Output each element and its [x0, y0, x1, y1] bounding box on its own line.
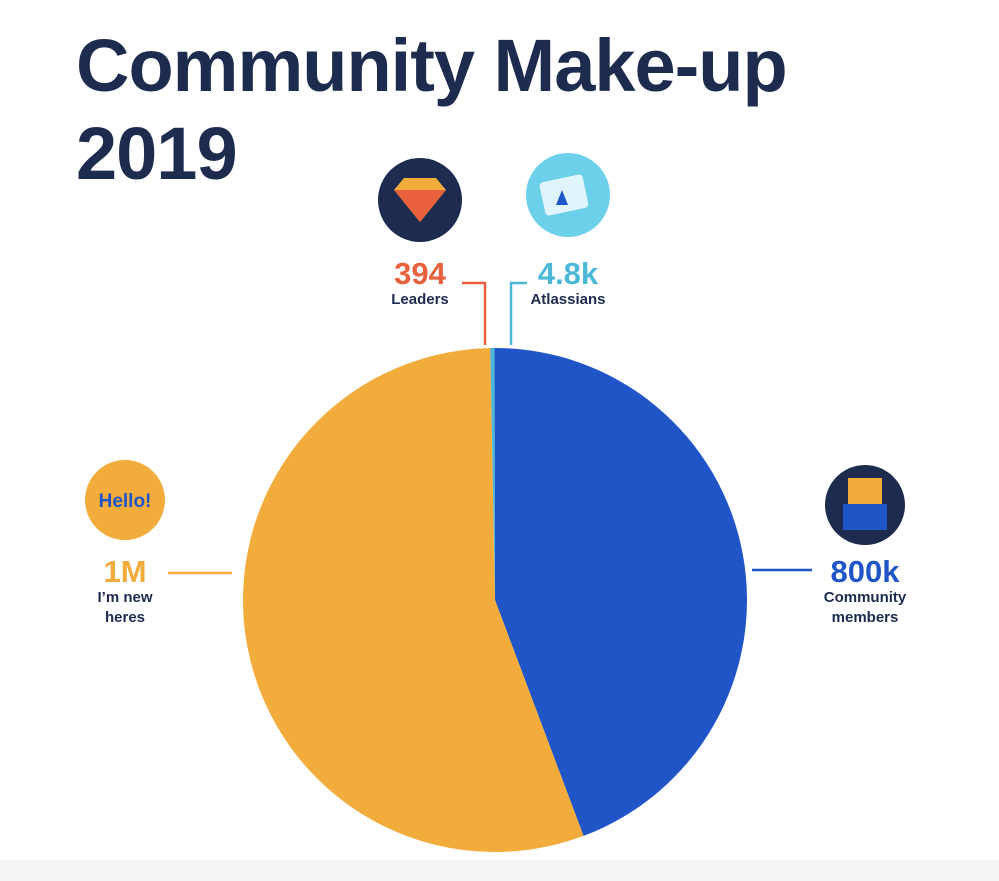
- value-label: 1M: [103, 554, 147, 589]
- footer: [0, 860, 999, 881]
- slice-label: 394 Leaders: [360, 258, 480, 310]
- value-label: 4.8k: [537, 256, 599, 291]
- value-label: 800k: [830, 554, 900, 589]
- leader-lines: [168, 281, 812, 575]
- chart-title: Community Make-up 2019: [76, 24, 788, 195]
- slice-label: 4.8k Atlassians: [508, 258, 628, 310]
- badge-logo: [556, 190, 568, 205]
- leader-line: [509, 281, 527, 345]
- pie-slice: [489, 348, 495, 600]
- value-label: 394: [394, 256, 446, 291]
- confetti-box: [848, 478, 882, 504]
- pie-slice: [490, 348, 495, 600]
- pie-slice: [494, 347, 748, 836]
- box: [843, 504, 887, 530]
- diamond-lower: [394, 190, 446, 222]
- leader-line: [462, 281, 487, 345]
- pie: [243, 347, 748, 852]
- pie-slice: [243, 348, 584, 852]
- category-label: I’m new heres: [97, 589, 153, 626]
- category-label: Atlassians: [530, 291, 606, 308]
- category-label: Community members: [823, 589, 907, 626]
- slice-label: 800k Community members: [810, 556, 920, 628]
- slice-label: 1M I’m new heres: [85, 556, 165, 628]
- new-icon: [85, 460, 165, 540]
- category-label: Leaders: [391, 291, 449, 308]
- svg-text:Hello!: Hello!: [99, 491, 152, 512]
- icons: Hello!: [85, 153, 905, 545]
